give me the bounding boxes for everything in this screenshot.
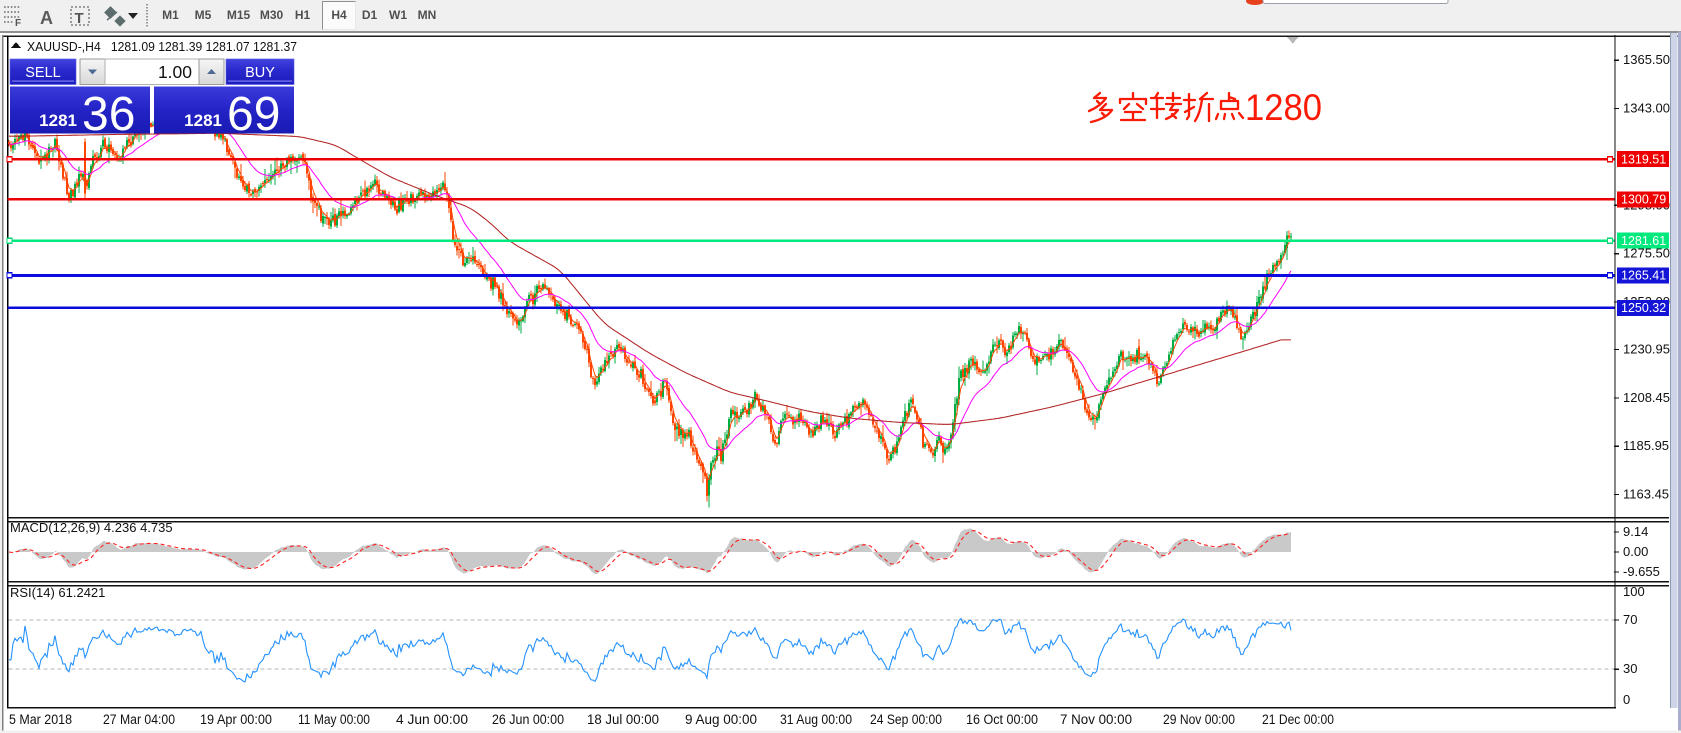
svg-text:XAUUSD-,H4 1281.09 1281.39 1: XAUUSD-,H4 1281.09 1281.39 1281.07 1281.… (27, 40, 297, 54)
svg-text:SELL: SELL (25, 65, 60, 81)
svg-text:1300.79: 1300.79 (1621, 193, 1666, 207)
svg-text:9 Aug 00:00: 9 Aug 00:00 (685, 712, 757, 727)
svg-text:1208.45: 1208.45 (1623, 390, 1670, 405)
svg-text:F: F (15, 18, 21, 29)
svg-text:T: T (75, 10, 84, 27)
svg-text:21 Dec 00:00: 21 Dec 00:00 (1262, 712, 1334, 727)
svg-text:1185.95: 1185.95 (1623, 438, 1669, 453)
svg-text:1265.41: 1265.41 (1621, 269, 1666, 283)
svg-text:1250.32: 1250.32 (1621, 301, 1666, 315)
svg-text:5 Mar 2018: 5 Mar 2018 (9, 712, 72, 727)
svg-text:1343.00: 1343.00 (1623, 101, 1670, 116)
svg-text:27 Mar 04:00: 27 Mar 04:00 (103, 712, 175, 727)
svg-text:1365.50: 1365.50 (1623, 52, 1670, 67)
svg-text:RSI(14) 61.2421: RSI(14) 61.2421 (10, 585, 105, 600)
svg-text:31 Aug 00:00: 31 Aug 00:00 (780, 712, 852, 727)
svg-text:19 Apr 00:00: 19 Apr 00:00 (200, 712, 272, 727)
svg-text:100: 100 (1623, 584, 1645, 599)
svg-text:MACD(12,26,9) 4.236 4.735: MACD(12,26,9) 4.236 4.735 (10, 520, 173, 535)
svg-text:-9.655: -9.655 (1623, 564, 1660, 579)
svg-text:1281: 1281 (39, 111, 77, 130)
svg-text:A: A (40, 8, 53, 28)
svg-text:BUY: BUY (245, 65, 275, 81)
svg-text:16 Oct 00:00: 16 Oct 00:00 (966, 712, 1038, 727)
svg-text:1281: 1281 (184, 111, 222, 130)
svg-text:26 Jun 00:00: 26 Jun 00:00 (492, 712, 564, 727)
svg-text:29 Nov 00:00: 29 Nov 00:00 (1163, 712, 1235, 727)
svg-text:69: 69 (227, 88, 280, 141)
svg-text:7 Nov 00:00: 7 Nov 00:00 (1060, 712, 1132, 727)
svg-text:36: 36 (82, 88, 135, 141)
svg-text:1281.61: 1281.61 (1621, 234, 1666, 248)
svg-text:1163.45: 1163.45 (1623, 487, 1669, 502)
svg-text:1.00: 1.00 (158, 62, 192, 82)
svg-text:18 Jul 00:00: 18 Jul 00:00 (587, 712, 659, 727)
svg-text:4 Jun 00:00: 4 Jun 00:00 (396, 712, 468, 727)
svg-text:0: 0 (1623, 692, 1630, 707)
svg-text:1280: 1280 (1245, 87, 1322, 128)
svg-text:1275.50: 1275.50 (1623, 246, 1670, 261)
svg-text:0.00: 0.00 (1623, 544, 1648, 559)
svg-text:24 Sep 00:00: 24 Sep 00:00 (870, 712, 942, 727)
svg-text:1319.51: 1319.51 (1621, 152, 1666, 166)
svg-text:70: 70 (1623, 612, 1637, 627)
svg-text:1230.95: 1230.95 (1623, 342, 1670, 357)
svg-text:9.14: 9.14 (1623, 524, 1648, 539)
svg-text:11 May 00:00: 11 May 00:00 (298, 712, 370, 727)
svg-text:30: 30 (1623, 661, 1637, 676)
